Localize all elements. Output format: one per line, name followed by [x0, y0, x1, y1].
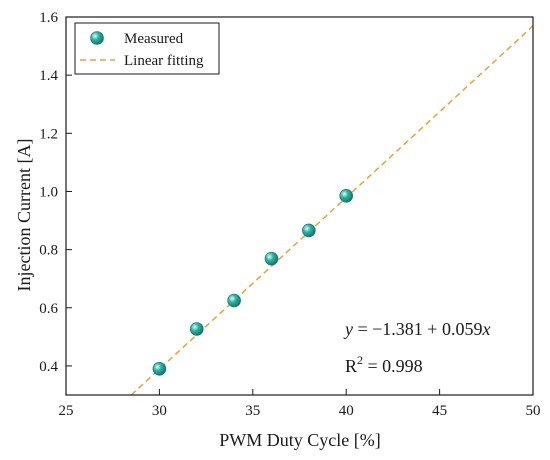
fit-line	[130, 25, 534, 396]
data-point	[189, 322, 204, 336]
r-squared: R2 = 0.998	[345, 353, 423, 376]
x-tick-label: 50	[526, 403, 541, 419]
y-tick-label: 1.4	[39, 68, 58, 84]
y-tick-label: 0.6	[39, 301, 58, 317]
y-axis-title: Injection Current [A]	[14, 139, 34, 292]
data-points	[152, 189, 354, 376]
x-tick-label: 40	[339, 403, 354, 419]
ticks: 25 30 35 40 45 50 0.4 0.6 0.8 1.0 1.2 1.4 1.6	[39, 10, 540, 419]
data-point	[227, 293, 241, 308]
legend: Measured Linear fitting	[74, 22, 220, 75]
legend-marker-measured-dot	[90, 31, 104, 45]
data-point	[152, 362, 167, 376]
y-tick-label: 1.2	[39, 126, 58, 142]
y-tick-label: 0.8	[39, 243, 58, 259]
legend-label-linear-fitting: Linear fitting	[124, 53, 204, 69]
y-tick-label: 1.0	[39, 184, 58, 200]
legend-label-measured: Measured	[124, 31, 184, 47]
y-tick-label: 1.6	[39, 10, 58, 26]
y-tick-label: 0.4	[39, 359, 58, 375]
legend-marker-measured	[90, 31, 104, 45]
legend-box	[74, 22, 220, 75]
data-point	[339, 189, 354, 203]
x-tick-label: 25	[59, 403, 74, 419]
x-tick-label: 45	[432, 403, 447, 419]
data-point	[264, 251, 279, 266]
x-axis-title: PWM Duty Cycle [%]	[219, 430, 380, 450]
x-tick-label: 30	[152, 403, 167, 419]
fit-equation: y = −1.381 + 0.059x	[343, 319, 490, 339]
x-tick-label: 35	[245, 403, 260, 419]
data-point	[302, 223, 316, 238]
fit-line-layer	[130, 25, 534, 396]
plot-frame	[65, 16, 534, 396]
